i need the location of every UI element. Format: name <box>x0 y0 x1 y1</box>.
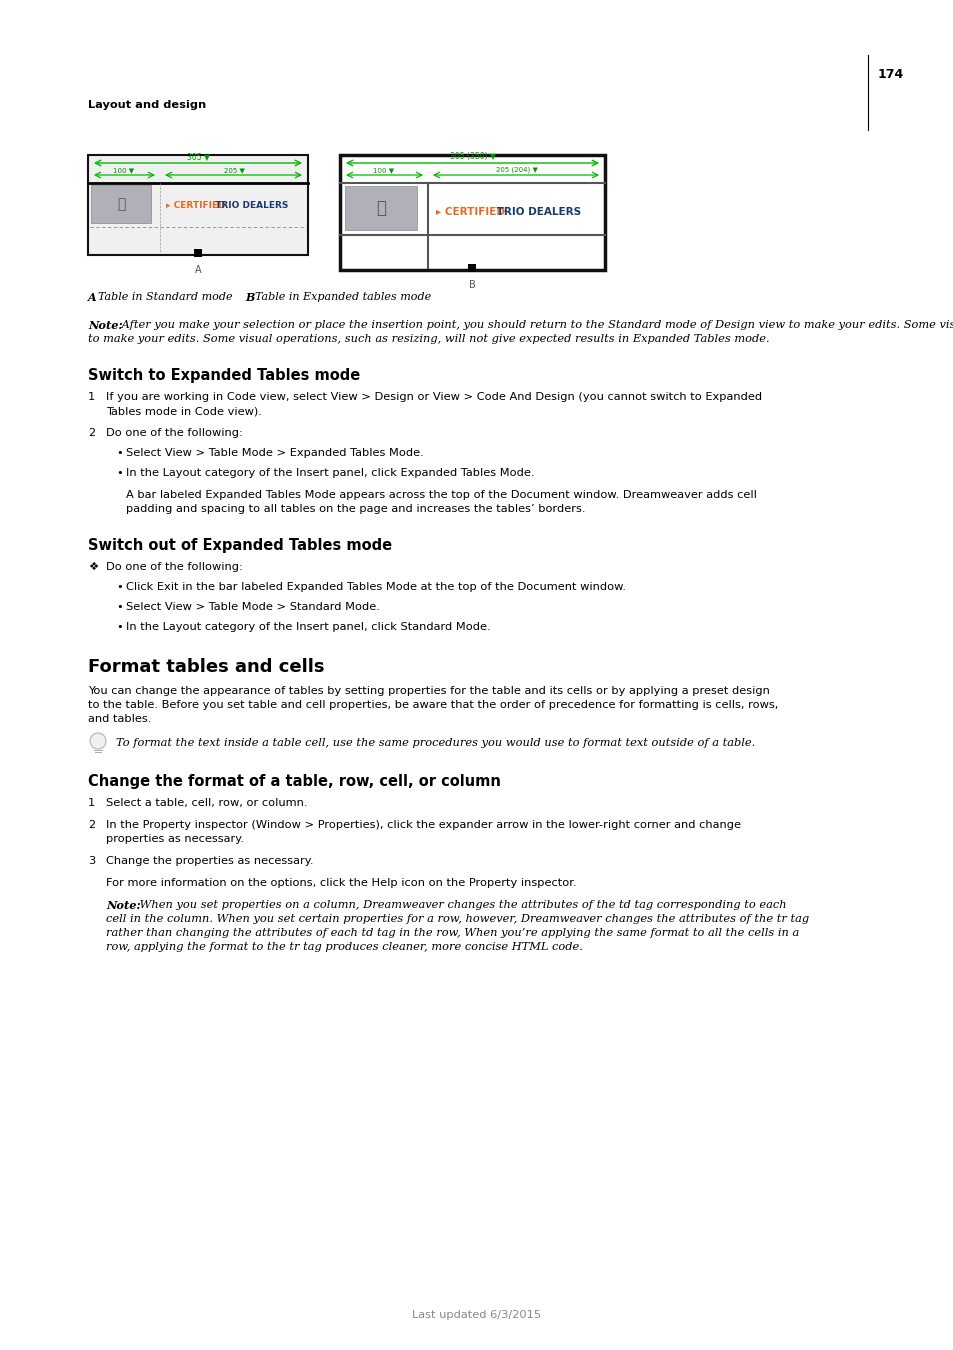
Text: and tables.: and tables. <box>88 714 152 724</box>
Text: to the table. Before you set table and cell properties, be aware that the order : to the table. Before you set table and c… <box>88 701 778 710</box>
Text: B: B <box>469 279 476 290</box>
Text: In the Layout category of the Insert panel, click Standard Mode.: In the Layout category of the Insert pan… <box>126 622 490 632</box>
Bar <box>91 185 151 223</box>
Text: cell in the column. When you set certain properties for a row, however, Dreamwea: cell in the column. When you set certain… <box>106 914 808 923</box>
Text: A: A <box>88 292 96 302</box>
Text: 2: 2 <box>88 428 95 437</box>
Text: Table in Standard mode: Table in Standard mode <box>98 292 239 302</box>
Bar <box>468 265 476 271</box>
Text: TRIO DEALERS: TRIO DEALERS <box>493 207 580 217</box>
Text: Note:: Note: <box>106 900 141 911</box>
Text: padding and spacing to all tables on the page and increases the tables’ borders.: padding and spacing to all tables on the… <box>126 504 585 514</box>
Text: Select View > Table Mode > Standard Mode.: Select View > Table Mode > Standard Mode… <box>126 602 379 612</box>
Text: rather than changing the attributes of each td tag in the row, When you’re apply: rather than changing the attributes of e… <box>106 927 799 938</box>
Text: Format tables and cells: Format tables and cells <box>88 657 324 676</box>
Text: •: • <box>116 622 123 632</box>
Text: 305 ▼: 305 ▼ <box>187 153 210 161</box>
Text: •: • <box>116 468 123 478</box>
Text: Click Exit in the bar labeled Expanded Tables Mode at the top of the Document wi: Click Exit in the bar labeled Expanded T… <box>126 582 625 593</box>
Text: Select a table, cell, row, or column.: Select a table, cell, row, or column. <box>106 798 307 809</box>
Text: 2: 2 <box>88 819 95 830</box>
Text: 1: 1 <box>88 798 95 809</box>
Text: ▸ CERTIFIED: ▸ CERTIFIED <box>166 201 226 211</box>
Bar <box>88 155 308 255</box>
Text: row, applying the format to the tr tag produces cleaner, more concise HTML code.: row, applying the format to the tr tag p… <box>106 942 582 952</box>
Text: ▸ CERTIFIED: ▸ CERTIFIED <box>436 207 504 217</box>
Text: Note:: Note: <box>88 320 123 331</box>
Text: When you set properties on a column, Dreamweaver changes the attributes of the t: When you set properties on a column, Dre… <box>136 900 786 910</box>
Text: A bar labeled Expanded Tables Mode appears across the top of the Document window: A bar labeled Expanded Tables Mode appea… <box>126 490 756 500</box>
Text: For more information on the options, click the Help icon on the Property inspect: For more information on the options, cli… <box>106 878 576 888</box>
Text: Do one of the following:: Do one of the following: <box>106 428 243 437</box>
Text: A: A <box>194 265 201 275</box>
Text: 100 ▼: 100 ▼ <box>373 167 395 173</box>
Text: 205 ▼: 205 ▼ <box>223 167 244 173</box>
Text: 174: 174 <box>877 68 903 81</box>
Text: To format the text inside a table cell, use the same procedures you would use to: To format the text inside a table cell, … <box>116 738 755 748</box>
Text: Table in Expanded tables mode: Table in Expanded tables mode <box>254 292 431 302</box>
Text: •: • <box>116 602 123 612</box>
Text: to make your edits. Some visual operations, such as resizing, will not give expe: to make your edits. Some visual operatio… <box>88 333 769 344</box>
Text: B: B <box>245 292 254 302</box>
Bar <box>339 155 604 270</box>
Text: properties as necessary.: properties as necessary. <box>106 834 244 844</box>
Text: Last updated 6/3/2015: Last updated 6/3/2015 <box>412 1310 541 1320</box>
Text: Switch out of Expanded Tables mode: Switch out of Expanded Tables mode <box>88 539 392 553</box>
Text: 1: 1 <box>88 392 95 402</box>
Text: ❖: ❖ <box>88 562 98 572</box>
Text: 🚗: 🚗 <box>116 197 125 211</box>
Text: 100 ▼: 100 ▼ <box>113 167 134 173</box>
Text: Layout and design: Layout and design <box>88 100 206 109</box>
Text: Change the properties as necessary.: Change the properties as necessary. <box>106 856 314 865</box>
Text: Change the format of a table, row, cell, or column: Change the format of a table, row, cell,… <box>88 774 500 788</box>
Circle shape <box>90 733 106 749</box>
Text: If you are working in Code view, select View > Design or View > Code And Design : If you are working in Code view, select … <box>106 392 761 402</box>
Text: 3: 3 <box>88 856 95 865</box>
Text: 305 (350) ▼: 305 (350) ▼ <box>449 153 495 161</box>
Text: •: • <box>116 448 123 458</box>
Text: In the Property inspector (Window > Properties), click the expander arrow in the: In the Property inspector (Window > Prop… <box>106 819 740 830</box>
Text: 205 (204) ▼: 205 (204) ▼ <box>495 166 537 173</box>
Text: Switch to Expanded Tables mode: Switch to Expanded Tables mode <box>88 369 360 383</box>
Text: TRIO DEALERS: TRIO DEALERS <box>212 201 288 211</box>
Bar <box>193 248 202 256</box>
Text: Do one of the following:: Do one of the following: <box>106 562 243 572</box>
Text: 🚗: 🚗 <box>375 198 386 217</box>
Text: In the Layout category of the Insert panel, click Expanded Tables Mode.: In the Layout category of the Insert pan… <box>126 468 534 478</box>
Text: Tables mode in Code view).: Tables mode in Code view). <box>106 406 262 416</box>
Text: You can change the appearance of tables by setting properties for the table and : You can change the appearance of tables … <box>88 686 769 697</box>
Text: •: • <box>116 582 123 593</box>
Bar <box>345 186 416 230</box>
Text: Select View > Table Mode > Expanded Tables Mode.: Select View > Table Mode > Expanded Tabl… <box>126 448 423 458</box>
Text: After you make your selection or place the insertion point, you should return to: After you make your selection or place t… <box>118 320 953 329</box>
